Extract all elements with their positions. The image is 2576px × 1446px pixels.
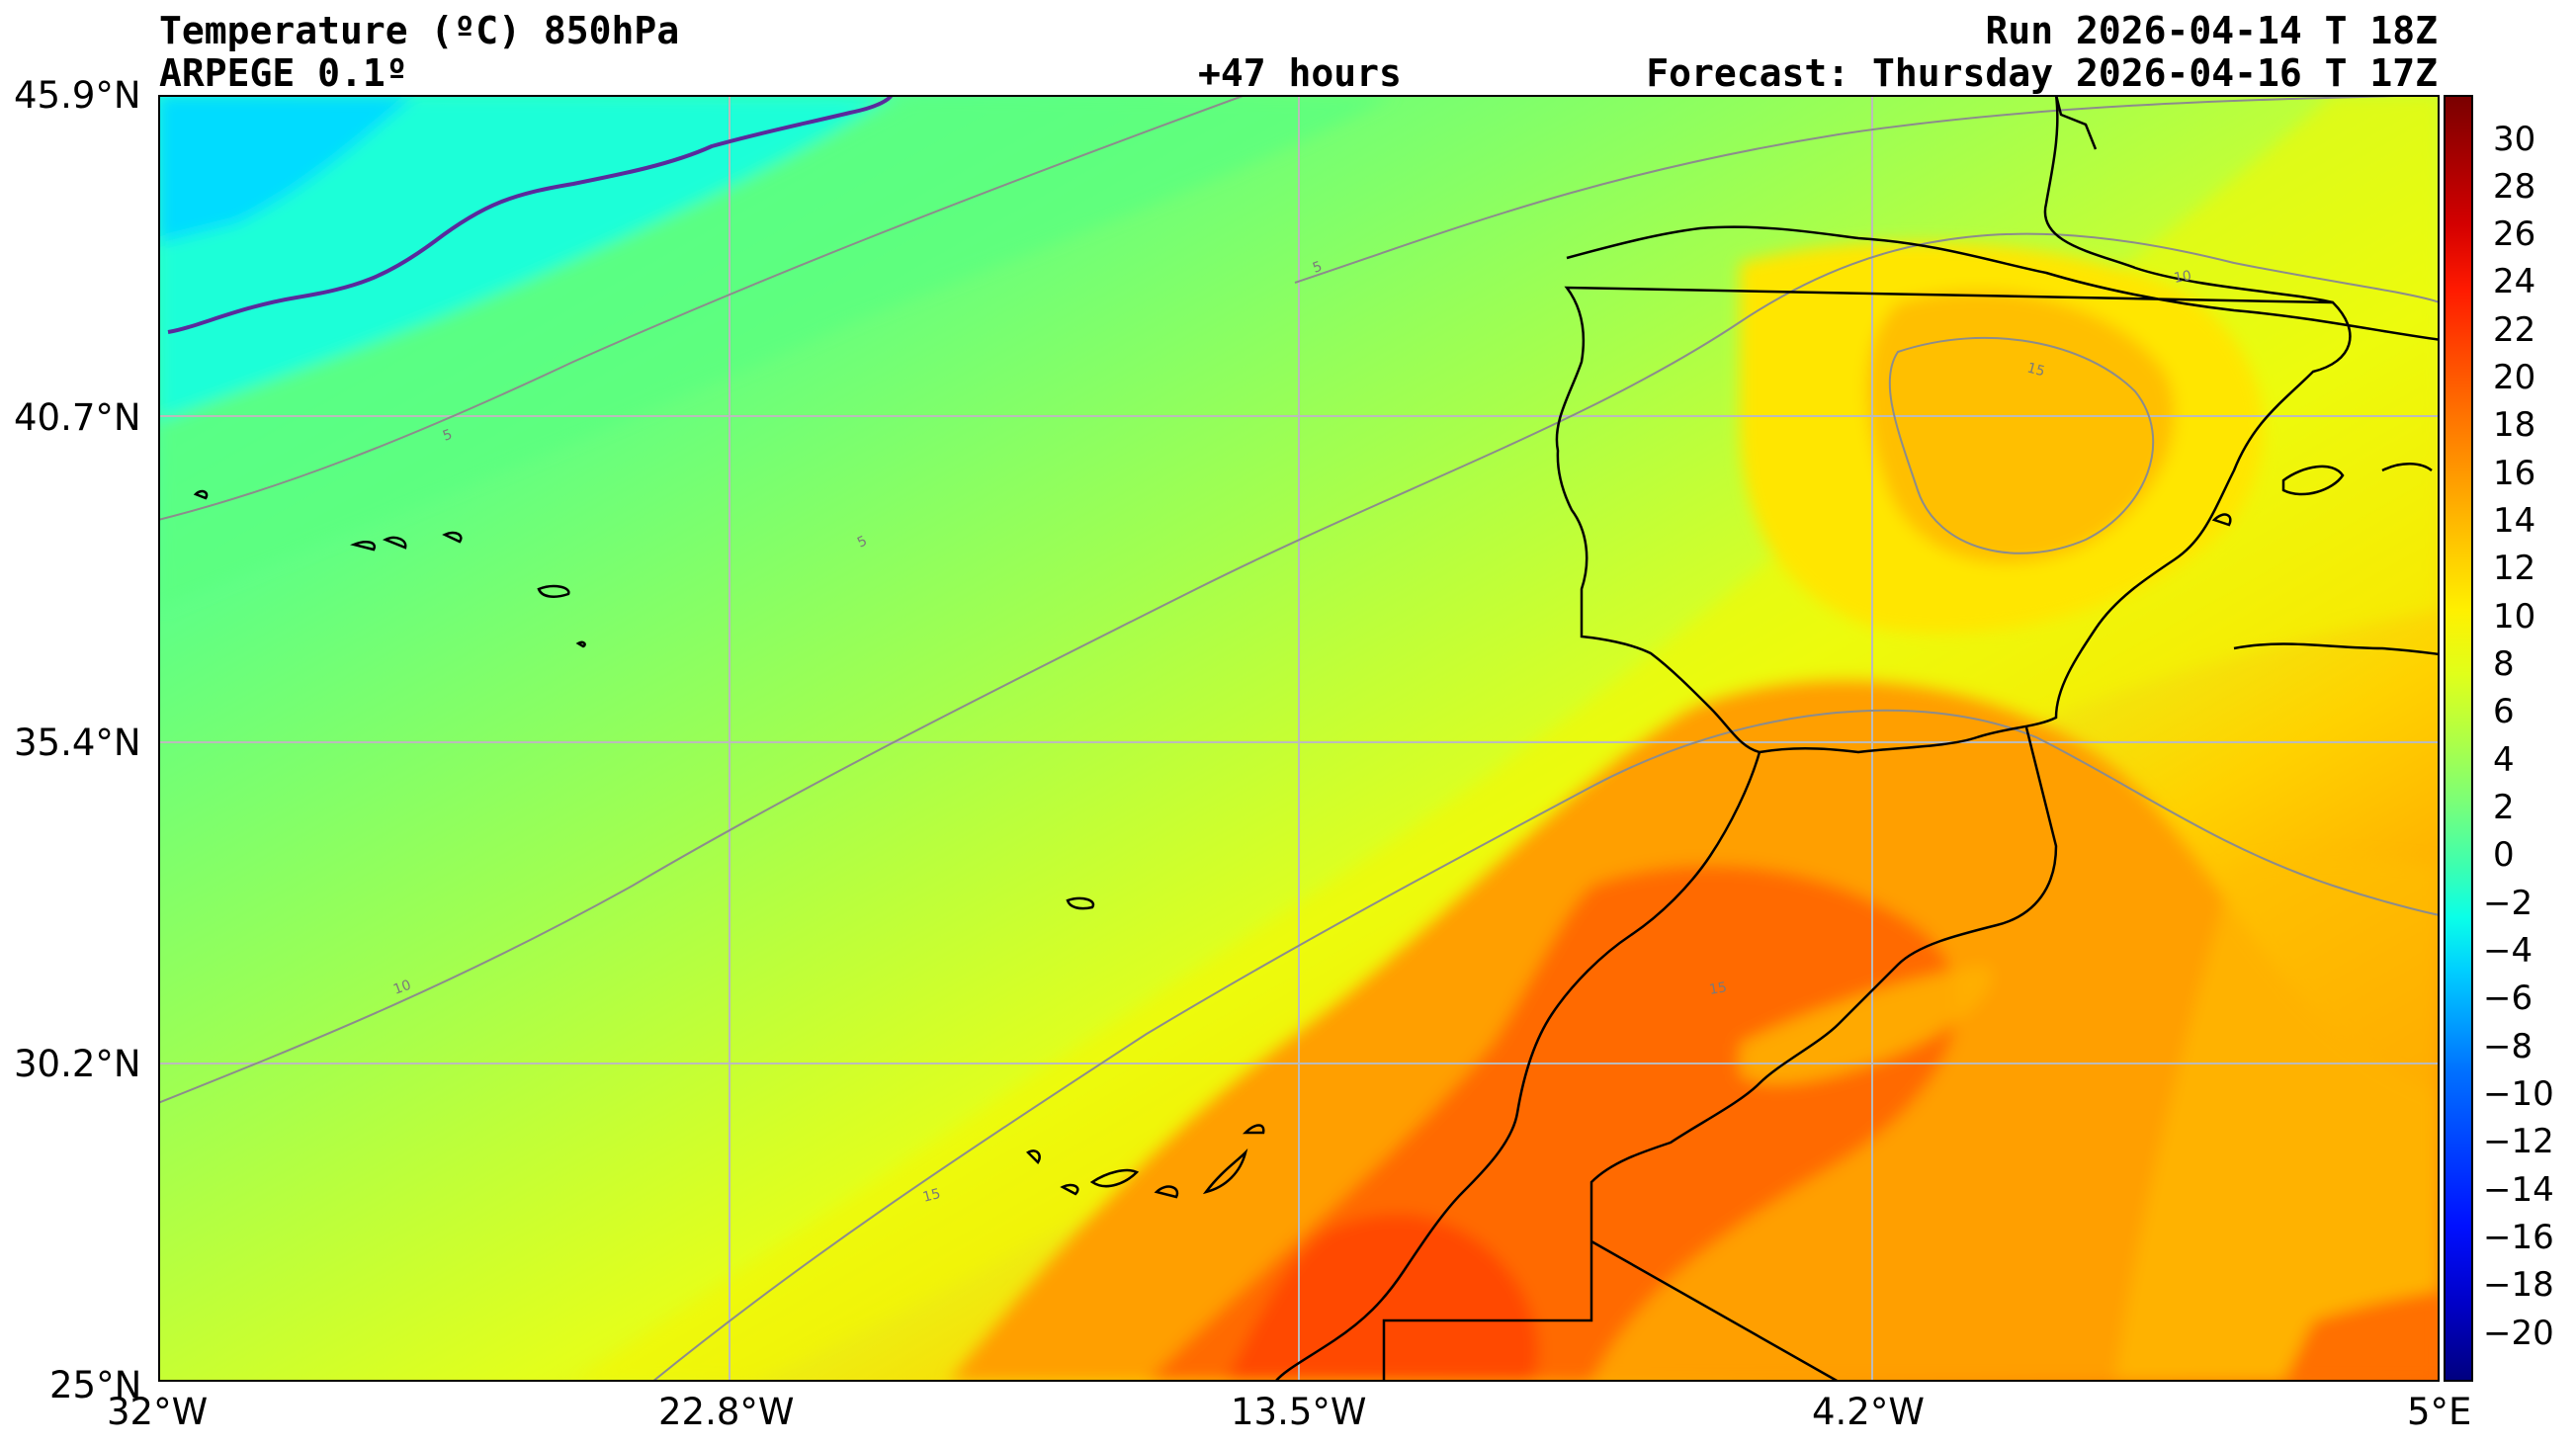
lon-tick-label: 22.8°W — [658, 1391, 795, 1433]
colorbar-tick: 12 — [2493, 549, 2536, 588]
isotherm-15-iberia — [1888, 336, 2155, 554]
atlas-cool-zone — [1740, 965, 1993, 1084]
island-azores-1 — [193, 489, 209, 500]
coast-france — [2043, 95, 2334, 304]
temperature-map: 5 5 5 10 10 15 15 15 — [158, 95, 2440, 1382]
map-frame — [158, 95, 2440, 1382]
island-canary-3 — [1089, 1168, 1140, 1188]
colorbar-tick: −20 — [2483, 1314, 2554, 1353]
lat-tick-label: 25°N — [49, 1364, 142, 1406]
colorbar-tick: −4 — [2483, 931, 2533, 971]
border-western-sahara — [1382, 1232, 1840, 1382]
colorbar-tick: 4 — [2493, 740, 2515, 780]
island-azores-4 — [442, 531, 463, 544]
coast-iberia — [1555, 225, 2440, 754]
iberia-hot-zone — [1866, 291, 2175, 563]
isotherm-15 — [651, 709, 2440, 1382]
island-azores-3 — [382, 536, 407, 550]
forecast-label: Forecast: Thursday 2026-04-16 T 17Z — [1646, 51, 2438, 95]
border-morocco-algeria — [1589, 726, 2058, 1232]
colorbar-tick: −14 — [2483, 1170, 2554, 1210]
colorbar-tick: 22 — [2493, 310, 2536, 350]
contour-label: 15 — [1708, 979, 1728, 998]
isotherm-10 — [158, 232, 2440, 1104]
colorbar-tick: 24 — [2493, 262, 2536, 301]
colorbar-tick: 20 — [2493, 358, 2536, 397]
island-madeira — [1066, 896, 1095, 910]
island-mallorca — [2281, 465, 2345, 496]
lon-tick-label: 32°W — [107, 1391, 209, 1433]
lon-tick-label: 5°E — [2407, 1391, 2472, 1433]
island-ibiza — [2211, 513, 2232, 527]
island-sardinia — [2381, 463, 2433, 472]
island-canary-4 — [1154, 1185, 1179, 1199]
lon-tick-label: 13.5°W — [1231, 1391, 1367, 1433]
colorbar-tick: 26 — [2493, 214, 2536, 254]
coast-north-africa — [2233, 642, 2440, 656]
colorbar-tick: 28 — [2493, 167, 2536, 207]
contour-label: 15 — [2025, 360, 2046, 380]
colorbar-tick: −2 — [2483, 884, 2533, 923]
contour-labels: 5 5 5 10 10 15 15 15 — [391, 259, 2192, 1206]
colorbar-tick: −6 — [2483, 978, 2533, 1018]
colorbar-tick: 10 — [2493, 597, 2536, 637]
east-warm-zone — [2115, 857, 2440, 1382]
cold-core-zone — [158, 95, 415, 243]
coastlines — [193, 95, 2440, 1382]
island-azores-2 — [350, 541, 376, 552]
run-label: Run 2026-04-14 T 18Z — [1985, 9, 2438, 52]
colorbar-tick: 2 — [2493, 788, 2515, 827]
island-azores-6 — [575, 640, 586, 648]
coast-morocco — [1274, 751, 1761, 1382]
colorbar-tick: −8 — [2483, 1027, 2533, 1066]
colorbar-tick: 16 — [2493, 454, 2536, 493]
colorbar-tick: 18 — [2493, 405, 2536, 445]
contour-label: 15 — [921, 1186, 942, 1206]
lat-tick-label: 30.2°N — [14, 1043, 141, 1085]
isotherm-5-north — [1294, 95, 2440, 284]
green-belt-zone — [158, 95, 1394, 609]
island-canary-6 — [1242, 1124, 1265, 1135]
colorbar-tick: 14 — [2493, 501, 2536, 541]
graticule — [158, 95, 2440, 1382]
coast-brittany — [2054, 95, 2098, 150]
zero-isotherm — [167, 95, 894, 334]
colorbar-tick: −18 — [2483, 1265, 2554, 1305]
colorbar-tick: 30 — [2493, 120, 2536, 159]
island-azores-5 — [537, 584, 570, 598]
colorbar-tick: 0 — [2493, 835, 2515, 875]
map-title: Temperature (ºC) 850hPa — [159, 9, 680, 52]
lat-tick-label: 35.4°N — [14, 722, 141, 764]
colorbar-ticks: 30 28 26 24 22 20 18 16 14 12 10 8 6 4 2… — [2475, 95, 2574, 1382]
isotherms — [158, 95, 2440, 1382]
colorbar — [2444, 95, 2473, 1382]
lat-tick-label: 45.9°N — [14, 74, 141, 117]
lat-tick-label: 40.7°N — [14, 396, 141, 439]
lon-tick-label: 4.2°W — [1812, 1391, 1925, 1433]
lead-time-label: +47 hours — [1198, 51, 1402, 95]
contour-label: 10 — [2173, 268, 2192, 287]
se-hot-zone — [2283, 1291, 2440, 1382]
isotherm-5 — [158, 95, 1246, 521]
colorbar-tick: −10 — [2483, 1074, 2554, 1114]
contour-label: 10 — [391, 978, 413, 998]
colorbar-tick: 8 — [2493, 644, 2515, 684]
colorbar-tick: 6 — [2493, 692, 2515, 731]
island-canary-2 — [1060, 1183, 1079, 1196]
colorbar-tick: −12 — [2483, 1122, 2554, 1161]
island-canary-1 — [1026, 1149, 1041, 1164]
cold-air-zone — [158, 95, 890, 421]
island-canary-5 — [1202, 1148, 1248, 1195]
colorbar-tick: −16 — [2483, 1218, 2554, 1257]
model-label: ARPEGE 0.1º — [159, 51, 408, 95]
